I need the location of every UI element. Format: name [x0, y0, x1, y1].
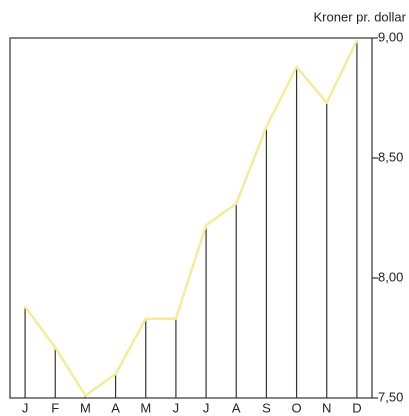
x-tick-label: A	[111, 400, 120, 415]
x-tick-label: A	[232, 400, 241, 415]
y-tick-label: 9,00	[378, 29, 403, 44]
x-tick-label: J	[203, 400, 210, 415]
data-line	[24, 39, 359, 397]
x-tick-label: N	[322, 400, 331, 415]
x-tick-label: D	[352, 400, 361, 415]
x-tick-label: M	[140, 400, 151, 415]
x-tick-label: S	[262, 400, 271, 415]
y-tick-label: 7,50	[378, 389, 403, 404]
axis-title: Kroner pr. dollar	[314, 9, 407, 24]
plot-frame	[9, 37, 373, 399]
x-tick-label: O	[292, 400, 302, 415]
x-tick-label: F	[51, 400, 59, 415]
y-tick-label: 8,00	[378, 269, 403, 284]
y-tick-label: 8,50	[378, 149, 403, 164]
x-tick-label: M	[80, 400, 91, 415]
x-tick-label: J	[173, 400, 180, 415]
x-tick-label: J	[22, 400, 29, 415]
